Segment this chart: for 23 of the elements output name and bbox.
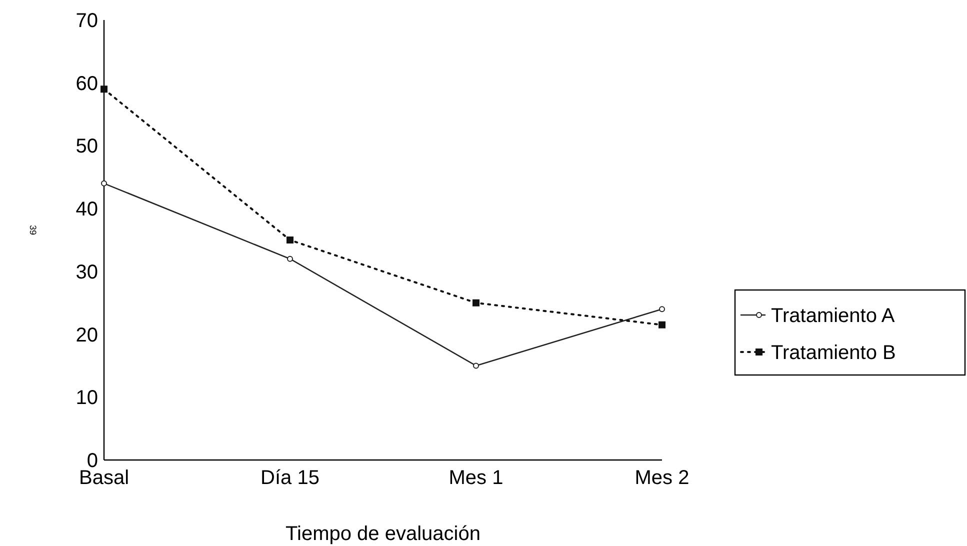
y-tick-label: 50 bbox=[76, 136, 98, 158]
x-tick-label: Mes 2 bbox=[634, 467, 690, 489]
point bbox=[287, 256, 293, 262]
x-tick-label: Mes 1 bbox=[448, 467, 504, 489]
y-tick-label: 10 bbox=[76, 387, 98, 410]
point bbox=[100, 86, 108, 93]
point bbox=[473, 362, 479, 369]
point bbox=[101, 180, 107, 186]
point bbox=[658, 321, 666, 328]
point bbox=[659, 306, 665, 312]
y-tick-label: 70 bbox=[76, 10, 98, 32]
y-tick-label: 60 bbox=[76, 72, 98, 95]
x-tick-label: Basal bbox=[78, 467, 130, 489]
legend-label: Tratamiento B bbox=[771, 342, 896, 364]
legend-label: Tratamiento A bbox=[771, 305, 896, 327]
point bbox=[472, 299, 480, 306]
x-tick-label: Día 15 bbox=[260, 467, 320, 489]
y-tick-label: 30 bbox=[76, 261, 98, 284]
x-axis-title: Tiempo de evaluación bbox=[286, 523, 480, 545]
y-tick-label: 20 bbox=[76, 324, 98, 346]
text: 39 bbox=[28, 224, 38, 236]
y-tick-label: 40 bbox=[76, 198, 98, 221]
point bbox=[286, 236, 294, 244]
